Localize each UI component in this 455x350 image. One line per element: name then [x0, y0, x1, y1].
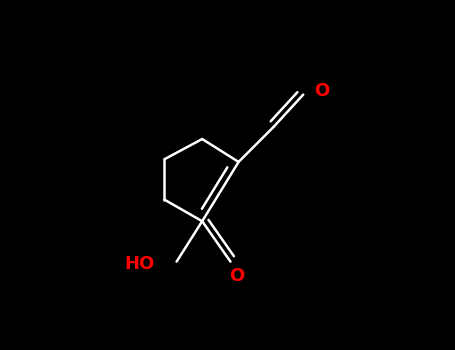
Text: O: O	[230, 267, 245, 286]
Text: HO: HO	[125, 256, 155, 273]
Text: O: O	[314, 82, 329, 99]
